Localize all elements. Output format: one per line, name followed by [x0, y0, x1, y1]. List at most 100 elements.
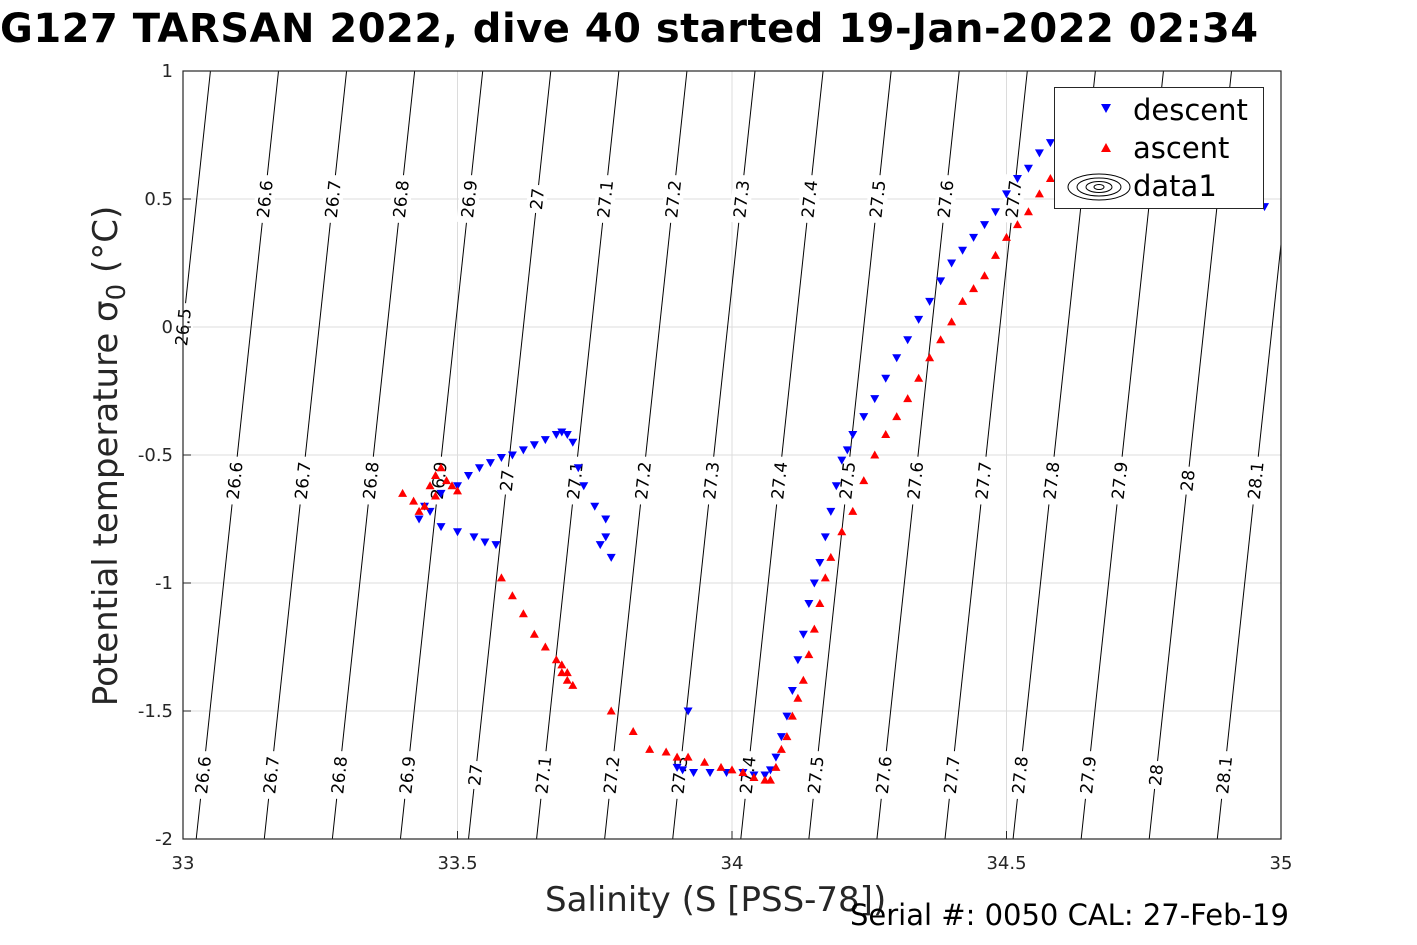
contour-label-text: 27: [527, 187, 549, 211]
descent-point: [947, 259, 957, 268]
contour-label-text: 27.2: [601, 755, 625, 795]
contour-label: 27.2: [660, 174, 686, 224]
ascent-point: [787, 711, 797, 720]
contour-label-text: 27.4: [798, 179, 822, 219]
ascent-point: [881, 430, 891, 439]
contour-label-text: 27.6: [873, 755, 897, 795]
ascent-point: [661, 747, 671, 756]
ascent-point: [683, 752, 693, 761]
ascent-point: [815, 598, 825, 607]
ascent-point: [496, 573, 506, 582]
contour-label: 27.1: [530, 750, 556, 800]
descent-point: [793, 656, 803, 665]
descent-point: [820, 533, 830, 542]
ascent-point: [848, 506, 858, 515]
descent-point: [601, 533, 611, 542]
contour-label-text: 27.1: [564, 461, 588, 501]
isopycnal-line: [1216, 239, 1281, 839]
descent-point: [705, 768, 715, 777]
isopycnal-line: [183, 71, 211, 332]
contour-label-text: 27.3: [730, 179, 754, 219]
contour-label: 28: [1144, 760, 1168, 790]
ascent-point: [958, 296, 968, 305]
contour-label: 28.1: [1243, 455, 1269, 506]
contour-label: 27.4: [766, 455, 792, 506]
ascent-point: [798, 675, 808, 684]
descent-point: [798, 630, 808, 639]
contour-label-text: 27.9: [1077, 755, 1101, 795]
ascent-point: [1034, 189, 1044, 198]
contour-ellipses-icon: [1067, 173, 1131, 201]
contour-label: 28: [1176, 465, 1200, 496]
contour-label: 27.9: [1107, 455, 1133, 506]
descent-point: [601, 515, 611, 524]
legend-label: data1: [1133, 169, 1217, 203]
descent-point: [1023, 164, 1033, 173]
ascent-point: [925, 353, 935, 362]
contour-label-text: 26.6: [224, 461, 248, 501]
contour-label-text: 28.1: [1245, 461, 1269, 501]
contour-label-text: 27.7: [972, 461, 996, 501]
contour-label: 27.6: [933, 174, 958, 224]
contour-label-text: 27.9: [1109, 461, 1133, 501]
legend-label: descent: [1133, 93, 1248, 127]
descent-point: [557, 428, 567, 437]
descent-point: [760, 771, 770, 780]
descent-point: [568, 438, 578, 447]
contour-label: 27.1: [562, 455, 588, 506]
descent-point: [903, 336, 913, 345]
ascent-point: [771, 762, 781, 771]
descent-point: [1045, 139, 1055, 148]
descent-point: [804, 599, 814, 608]
descent-point: [672, 763, 682, 772]
y-tick-label: 0.5: [144, 189, 173, 210]
ascent-point: [453, 486, 462, 495]
contour-label-text: 27.3: [700, 461, 724, 501]
y-tick-label: 0: [162, 317, 173, 338]
ascent-point: [568, 680, 578, 689]
descent-point: [842, 446, 852, 455]
contour-label: 26.8: [388, 174, 414, 224]
descent-point: [722, 768, 732, 777]
contour-label: 26.6: [252, 174, 278, 224]
ascent-point: [425, 481, 435, 490]
descent-point: [590, 502, 600, 511]
contour-label-text: 26.6: [254, 179, 278, 219]
descent-point: [436, 523, 446, 532]
descent-point: [579, 482, 589, 491]
ascent-point: [947, 317, 957, 326]
contour-label: 27: [495, 465, 519, 496]
contour-label: 26.7: [320, 174, 346, 224]
contour-label-text: 27.6: [904, 461, 928, 501]
descent-point: [831, 482, 841, 491]
contour-label-text: 28: [1178, 469, 1200, 493]
ascent-point: [628, 726, 638, 735]
contour-label-text: 27.4: [737, 755, 761, 795]
contour-label: 26.9: [394, 750, 420, 800]
contour-label-text: 27.8: [1009, 755, 1033, 795]
contour-label: 27.4: [796, 174, 822, 224]
contour-label: 27.9: [1075, 750, 1101, 800]
descent-point: [463, 471, 473, 480]
ascent-point: [859, 476, 869, 485]
y-tick-label: 1: [162, 61, 173, 82]
descent-point: [837, 456, 847, 465]
descent-point: [1034, 149, 1044, 158]
contour-label-text: 27: [465, 763, 487, 787]
descent-point: [496, 454, 506, 463]
descent-point: [809, 579, 819, 588]
descent-point: [551, 431, 561, 440]
contour-label-text: 27.3: [669, 755, 693, 795]
contour-label-text: 28: [1146, 763, 1168, 787]
descent-point: [540, 436, 550, 445]
y-tick-label: -0.5: [138, 445, 173, 466]
contour-label: 27.2: [630, 455, 656, 506]
ascent-point: [804, 650, 814, 659]
ascent-point: [551, 655, 561, 664]
ascent-point: [1012, 220, 1022, 229]
x-tick-label: 33: [172, 853, 195, 874]
contour-label: 27: [525, 184, 549, 214]
descent-point: [859, 413, 869, 422]
contour-label-text: 26.7: [260, 755, 284, 795]
descent-point: [453, 482, 462, 491]
